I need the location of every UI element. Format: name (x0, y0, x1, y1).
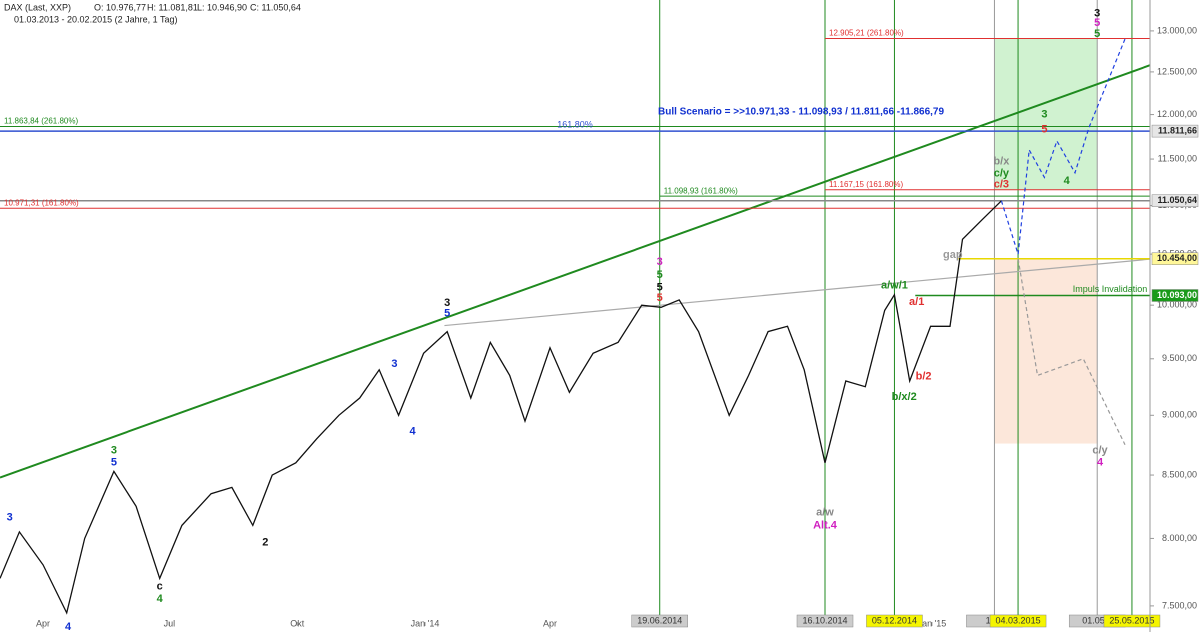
wave-label: 3 (444, 297, 450, 309)
level-label: 10.454,00 (1157, 253, 1197, 263)
wave-label: b/2 (916, 370, 932, 382)
zone (994, 258, 1098, 444)
wave-label: c/y (1092, 445, 1108, 457)
trendline (0, 64, 1151, 479)
bull-scenario-note: Bull Scenario = >>10.971,33 - 11.098,93 … (658, 107, 944, 118)
level-box (1151, 194, 1199, 207)
wave-label: 5 (1041, 123, 1047, 135)
date-label: 25.05.2015 (1109, 615, 1154, 625)
wave-label: 5 (1094, 28, 1100, 40)
date-label: 01.05.2 (1082, 615, 1112, 625)
date-box (796, 614, 854, 628)
wave-label: 3 (1041, 108, 1047, 120)
y-tick-label: 8.500,00 (1162, 469, 1197, 479)
level-label: 11.050,64 (1157, 195, 1197, 205)
level-mid-label: 161.80% (557, 119, 593, 129)
level-label: 10.971,31 (161.80%) (4, 198, 79, 207)
date-range: 01.03.2013 - 20.02.2015 (2 Jahre, 1 Tag) (14, 14, 177, 24)
ohlc-open: O: 10.976,77 (94, 2, 146, 12)
level-box (1151, 289, 1199, 302)
level-label: 11.811,66 (1158, 125, 1197, 135)
ohlc-close: C: 11.050,64 (250, 2, 301, 12)
y-tick-label: 10.000,00 (1157, 300, 1197, 310)
wave-label: 2 (262, 536, 268, 548)
y-tick-label: 7.500,00 (1162, 600, 1197, 610)
wave-label: 3 (391, 358, 397, 370)
wave-label: c/3 (994, 179, 1009, 191)
wave-label: c (157, 580, 163, 592)
wave-label: 3 (1094, 7, 1100, 19)
level-label: 11.098,93 (161.80%) (664, 186, 738, 195)
date-label: 16.10.2014 (802, 615, 847, 625)
price-line (0, 200, 1002, 615)
x-tick-label: Okt (290, 618, 305, 628)
wave-label: a/1 (909, 296, 924, 308)
lines-layer (0, 0, 1154, 626)
y-tick-label: 12.000,00 (1157, 109, 1197, 119)
date-box (989, 614, 1047, 628)
date-box (1103, 614, 1161, 628)
y-tick-label: 13.000,00 (1157, 25, 1197, 35)
y-tick-label: 8.000,00 (1162, 533, 1197, 543)
wave-label: 4 (409, 426, 416, 438)
price-layer (0, 38, 1126, 615)
wave-label: Alt.4 (813, 519, 838, 531)
level-label: 11.167,15 (161.80%) (829, 180, 903, 189)
wave-label: a/w/1 (881, 279, 908, 291)
date-box (866, 614, 923, 628)
x-tick-label: Apr (543, 618, 557, 628)
y-tick-label: 9.500,00 (1162, 353, 1197, 363)
wave-label: 4 (157, 593, 164, 605)
chart-title: DAX (Last, XXP) (4, 2, 71, 12)
ohlc-low: L: 10.946,90 (197, 2, 247, 12)
x-tick-label: Jul (164, 618, 176, 628)
wave-label: 5 (657, 281, 663, 293)
ohlc-high: H: 11.081,81 (147, 2, 198, 12)
text-layer: 7.500,00 8.000,00 8.500,00 9.000,00 9.500,00… (4, 7, 1199, 632)
trendline (444, 258, 1151, 327)
wave-label: 5 (444, 307, 450, 319)
level-label: 11.863,84 (261.80%) (4, 117, 78, 126)
wave-label: gap (943, 249, 963, 261)
level-box (1151, 124, 1199, 138)
wave-label: b/x (993, 156, 1010, 168)
wave-label: 5 (657, 269, 663, 281)
projection-path (1017, 258, 1126, 445)
wave-label: 4 (1064, 175, 1071, 187)
projection-path (1000, 38, 1126, 255)
wave-label: 5 (1094, 17, 1100, 29)
wave-label: 5 (657, 292, 663, 304)
x-tick-label: Apr (36, 618, 50, 628)
wave-label: 3 (657, 256, 663, 268)
y-tick-label: 12.500,00 (1157, 66, 1197, 76)
wave-label: a/w (816, 507, 834, 519)
level-label: 12.905,21 (261.80%) (829, 29, 904, 38)
x-tick-label: Jan '15 (918, 618, 947, 628)
level-mid-label: Impuls Invalidation (1073, 284, 1148, 294)
wave-label: 5 (111, 457, 117, 469)
y-tick-label: 11.500,00 (1158, 153, 1197, 163)
level-label: 10.093,00 (1157, 290, 1197, 300)
level-box (1151, 252, 1199, 265)
x-tick-label: Jan '14 (411, 618, 440, 628)
wave-label: 3 (111, 445, 117, 457)
wave-label: 3 (7, 512, 13, 524)
date-label: 19.06.2014 (637, 615, 682, 625)
y-tick-label: 9.000,00 (1162, 410, 1197, 420)
wave-label: b/x/2 (892, 391, 917, 403)
date-label: 05.12.2014 (872, 615, 917, 625)
wave-label: 4 (65, 621, 72, 632)
wave-label: c/y (994, 168, 1010, 180)
wave-label: 4 (1097, 457, 1104, 469)
date-label: 04.03.2015 (996, 615, 1041, 625)
zones-layer (994, 38, 1098, 444)
date-box (631, 614, 688, 628)
